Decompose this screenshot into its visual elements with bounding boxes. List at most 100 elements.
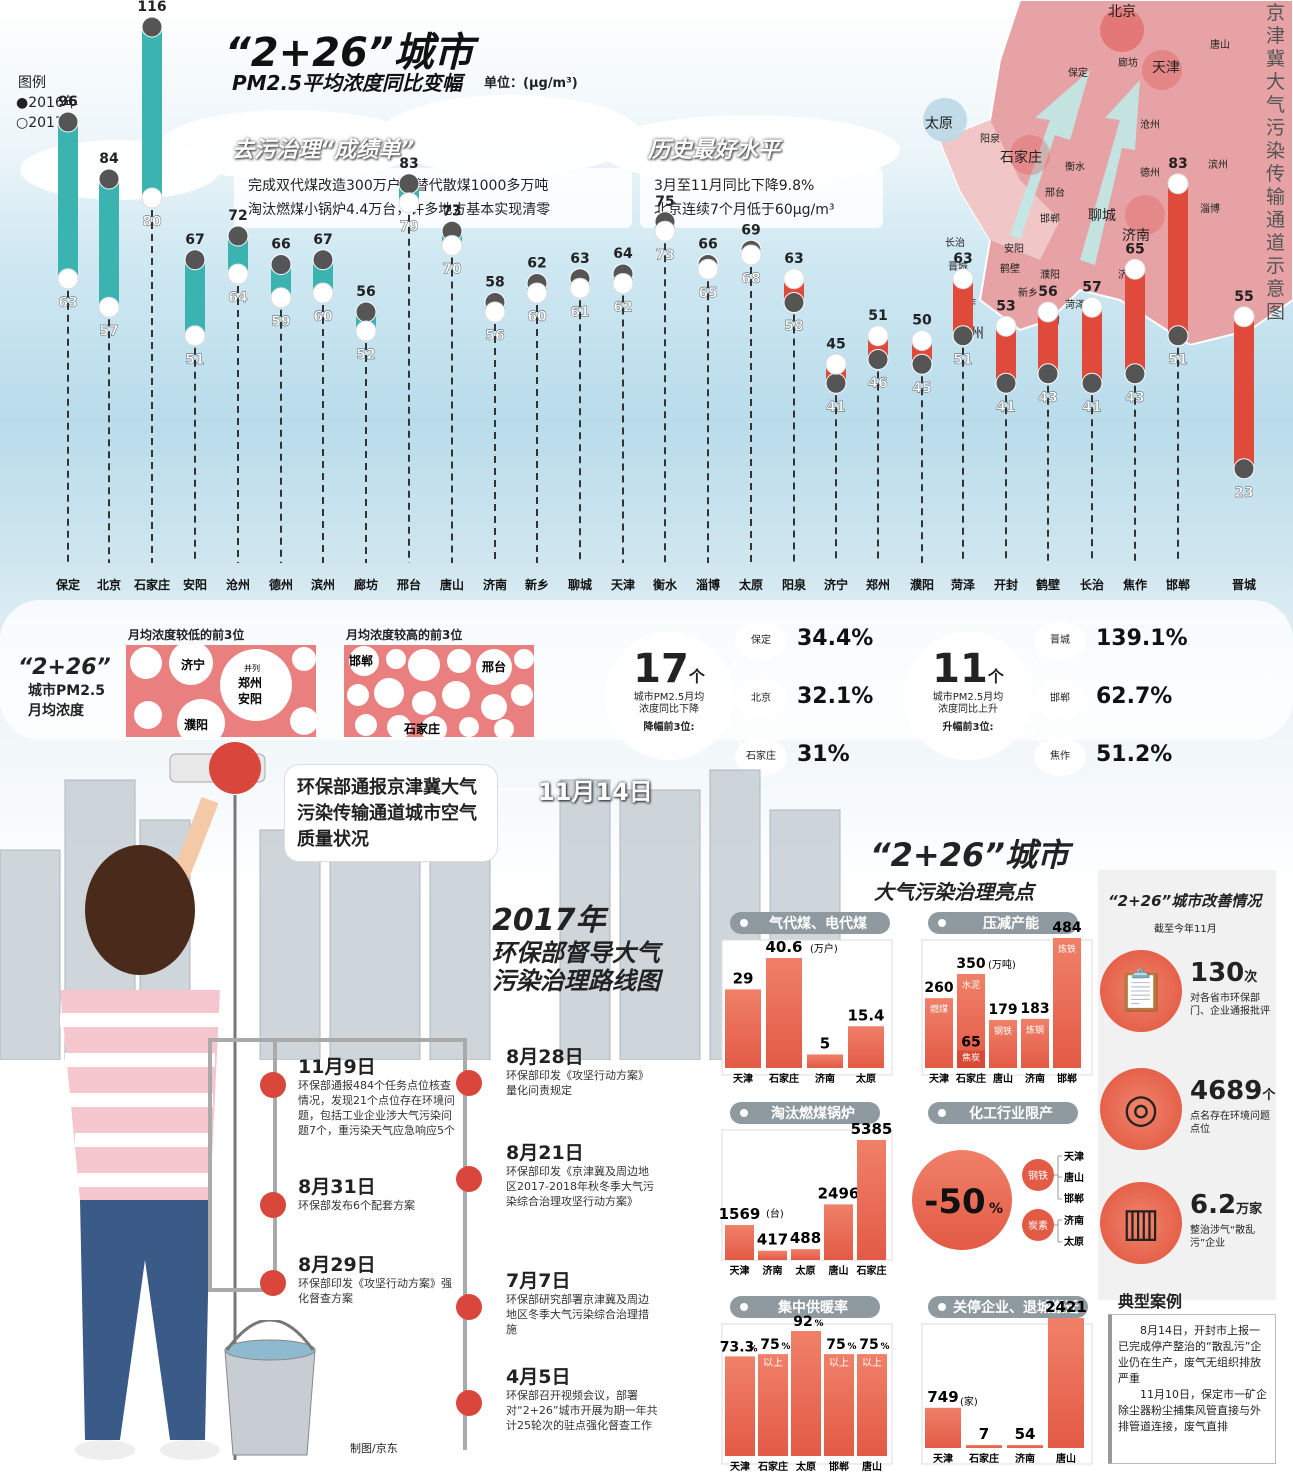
pm25-dumbbell-chart: 96 63 保定 84 57 北京 116 80 石家庄 67 51 安阳 72 64 沧州 66 59 德州 67… <box>55 0 1256 592</box>
notice-bubble: 环保部通报京津冀大气污染传输通道城市空气质量状况 <box>285 765 497 861</box>
point-2017 <box>398 192 420 214</box>
case-text: 8月14日，开封市上报一已完成停产整治的“散乱污”企业仍在生产，废气无组织排放严… <box>1118 1324 1262 1385</box>
category-label: 焦作 <box>1122 577 1147 592</box>
pct-value: 62.7% <box>1096 684 1173 709</box>
unit-label: (万吨) <box>988 958 1016 971</box>
point-2016 <box>1037 363 1059 385</box>
value-label: 43 <box>1125 390 1144 406</box>
bar <box>957 1050 985 1068</box>
stat-unit: 个 <box>1262 1088 1276 1103</box>
bar-category: 邯郸 <box>1057 1072 1077 1085</box>
map-label: 衡水 <box>1065 161 1085 173</box>
bar <box>1048 1318 1084 1448</box>
pct-circle <box>912 1150 1012 1250</box>
stat-desc: 整治涉气“散乱污”企业 <box>1190 1225 1256 1249</box>
decline-unit: 个 <box>688 667 705 686</box>
pct-value: 139.1% <box>1096 626 1188 651</box>
point-2017 <box>1124 258 1146 280</box>
case-box: 8月14日，开封市上报一已完成停产整治的“散乱污”企业仍在生产，废气无组织排放严… <box>1108 1314 1276 1464</box>
map-label: 济南 <box>1122 228 1150 244</box>
section-title: 淘汰燃煤锅炉 <box>771 1105 855 1122</box>
section-pill <box>730 1102 880 1124</box>
roadmap-title-line: 污染治理路线图 <box>492 967 660 995</box>
clipboard-icon: 📋 <box>1100 950 1182 1032</box>
category-label: 郑州 <box>866 577 890 592</box>
category-label: 天津 <box>611 577 635 592</box>
value-label: 56 <box>1038 284 1057 300</box>
value-label: 80 <box>142 214 162 230</box>
bar-category: 天津 <box>730 1460 750 1473</box>
category-label: 聊城 <box>568 577 592 592</box>
map-label: 新乡 <box>1018 286 1038 299</box>
value-label: 68 <box>741 271 760 287</box>
pct-value: 51.2% <box>1096 742 1173 767</box>
value-label: 61 <box>570 304 589 320</box>
rise-top: 升幅前3位: <box>942 722 994 733</box>
map-label: 沧州 <box>1140 118 1160 131</box>
legend-2016: ●2016年 <box>16 95 78 111</box>
value-label: 84 <box>99 151 119 167</box>
point-2017 <box>612 273 634 294</box>
bar-value: 54 <box>1015 1425 1036 1443</box>
value-label: 66 <box>271 237 290 253</box>
point-2016 <box>1233 458 1255 480</box>
point-2017 <box>867 325 889 347</box>
timeline-text: 环保部印发《攻坚行动方案》量化问责规定 <box>506 1069 649 1097</box>
value-label: 51 <box>1168 352 1187 368</box>
category-label: 济南 <box>483 577 507 592</box>
point-2017 <box>825 353 847 375</box>
timeline-date: 8月29日 <box>298 1254 376 1276</box>
value-label: 58 <box>485 275 504 291</box>
value-label: 73 <box>655 247 674 263</box>
pct-unit: % <box>989 1201 1003 1217</box>
timeline-dot <box>260 1270 286 1296</box>
bar-tag: 以上 <box>862 1357 882 1369</box>
point-2017 <box>697 258 719 280</box>
point-2016 <box>57 111 79 133</box>
low-city: 濮阳 <box>184 717 208 732</box>
stat-number: 130次 <box>1190 958 1257 988</box>
bar-category: 济南 <box>763 1264 783 1277</box>
category-label: 济宁 <box>824 577 848 592</box>
bar-category: 太原 <box>795 1264 816 1277</box>
stat-value: 130 <box>1190 958 1245 988</box>
bar-value: 65 <box>961 1035 980 1051</box>
value-label: 72 <box>228 208 247 224</box>
value-label: 45 <box>826 336 845 352</box>
credit: 制图/京东 <box>350 1442 398 1455</box>
value-label: 63 <box>784 251 803 267</box>
map-label: 太原 <box>925 116 953 132</box>
value-label: 52 <box>356 347 375 363</box>
value-label: 23 <box>1234 485 1253 501</box>
bar-value: 75 <box>859 1337 878 1353</box>
value-label: 83 <box>399 156 418 172</box>
bar <box>848 1026 884 1068</box>
value-label: 64 <box>228 290 248 306</box>
category-label: 滨州 <box>311 577 335 592</box>
page-subtitle: PM2.5平均浓度同比变幅 <box>232 71 462 95</box>
section-pill <box>730 912 890 934</box>
bar <box>725 1225 754 1260</box>
value-label: 64 <box>613 246 633 262</box>
change-bar <box>1125 269 1145 374</box>
value-label: 83 <box>1168 156 1187 172</box>
chem-city: 天津 <box>1064 1150 1084 1163</box>
value-label: 65 <box>1125 241 1144 257</box>
point-2016 <box>141 16 163 38</box>
stat-unit: 次 <box>1244 970 1258 985</box>
bar-value: 484 <box>1052 920 1081 936</box>
category-label: 德州 <box>269 577 293 592</box>
chem-node-label: 钢铁 <box>1028 1169 1048 1182</box>
point-2017 <box>355 320 377 342</box>
rise-desc: 城市PM2.5月均浓度同比上升 <box>932 692 1004 715</box>
change-bar <box>185 259 205 336</box>
bar-tag: 炼钢 <box>1026 1024 1044 1036</box>
point-2016 <box>995 372 1017 394</box>
map-label: 聊城 <box>1088 208 1116 224</box>
value-label: 60 <box>313 309 333 325</box>
timeline-text: 环保部印发《京津冀及周边地区2017-2018年秋冬季大气污染综合治理攻坚行动方… <box>506 1165 654 1208</box>
case-title: 典型案例 <box>1118 1292 1183 1311</box>
bar-value: 2496 <box>818 1184 860 1202</box>
timeline-dot <box>456 1070 482 1096</box>
chem-city: 邯郸 <box>1064 1192 1084 1205</box>
